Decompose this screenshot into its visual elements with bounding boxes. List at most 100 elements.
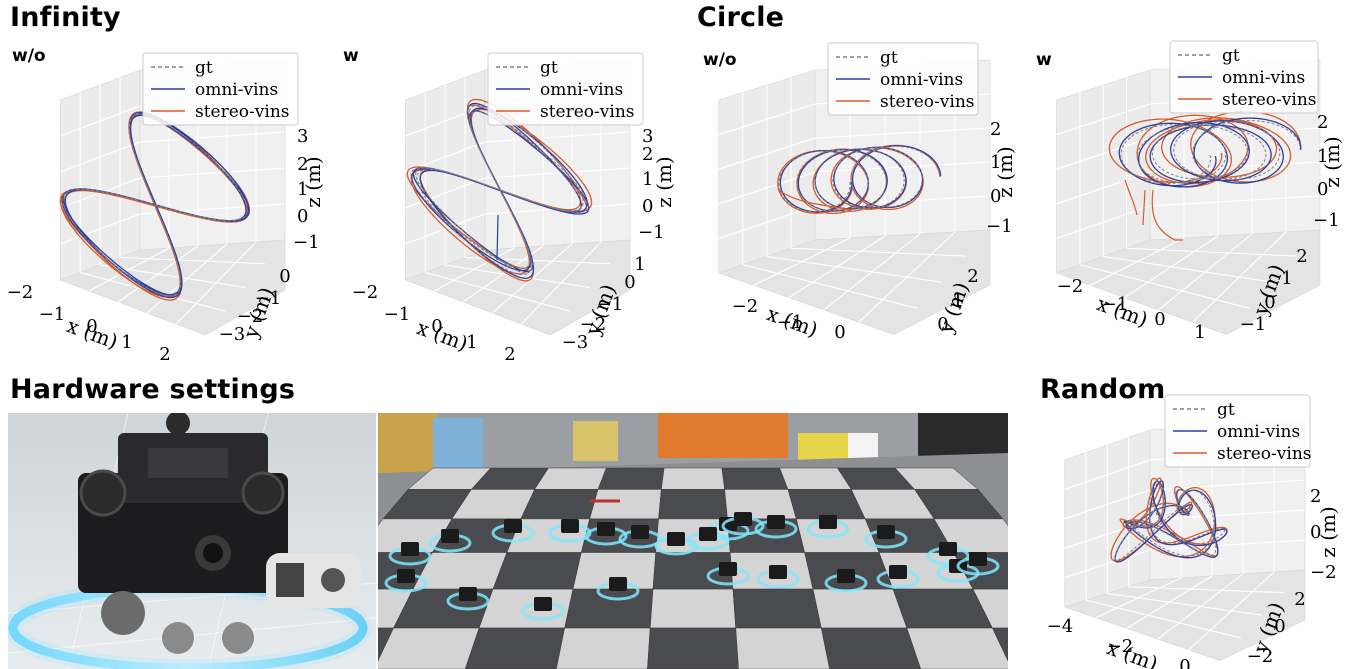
legend-box (1164, 394, 1311, 468)
x-tick: −1 (39, 304, 66, 325)
legend-label-gt: gt (540, 58, 558, 78)
y-tick: 0 (1264, 292, 1275, 313)
y-tick: 2 (1294, 589, 1305, 610)
drone-body (609, 577, 627, 591)
circle-wo-label: w/o (703, 50, 737, 70)
grid-line (139, 203, 286, 215)
infinity-wo-label: w/o (12, 46, 46, 66)
z-tick: 0 (642, 196, 653, 217)
x-tick: 0 (1179, 656, 1190, 669)
grid-line (88, 247, 170, 292)
legend-box (487, 52, 644, 126)
grid-line (146, 243, 228, 314)
stereo-vins-line (1124, 179, 1183, 241)
z-tick: 3 (297, 126, 308, 147)
swarm-arena-photo (378, 413, 1008, 669)
legend-label-stereo-vins: stereo-vins (880, 92, 975, 112)
x-tick: −2 (1107, 636, 1134, 657)
z-tick: 1 (1317, 146, 1328, 167)
x-tick: −1 (777, 312, 804, 333)
floor-pane (1063, 569, 1306, 661)
omni-vins-line (496, 214, 499, 261)
x-tick: 0 (1154, 309, 1165, 330)
circle-w-label: w (1036, 50, 1052, 70)
grid-line (117, 245, 199, 303)
drone-body (719, 562, 737, 576)
y-tick: 2 (967, 266, 978, 287)
x-tick: −4 (1047, 616, 1074, 637)
z-tick: 1 (642, 169, 653, 190)
y-tick: −2 (580, 314, 607, 335)
z-tick: 2 (297, 154, 308, 175)
z-tick: 0 (297, 206, 308, 227)
grid-line (1149, 539, 1306, 551)
grid-line (484, 131, 631, 143)
stereo-vins-line (1110, 477, 1228, 562)
gt-line (410, 104, 590, 276)
grid-line (1158, 233, 1253, 311)
z-tick: 2 (642, 144, 653, 165)
drone-body (819, 515, 837, 529)
x-axis-label: x (m) (764, 301, 821, 341)
gt-line (778, 145, 941, 213)
floor-tile (464, 627, 565, 669)
drone-body (401, 542, 419, 556)
z-tick: 2 (1310, 486, 1321, 507)
legend-label-stereo-vins: stereo-vins (540, 102, 635, 122)
x-tick: 0 (86, 316, 97, 337)
drone-body (667, 532, 685, 546)
x-tick: 0 (834, 322, 845, 343)
grid-line (1149, 509, 1306, 521)
drone-body (459, 587, 477, 601)
grid-line (425, 271, 571, 312)
y-tick: 0 (1274, 616, 1285, 637)
legend-label-gt: gt (1217, 400, 1235, 420)
infinity-w-label: w (343, 46, 359, 66)
grid-line (1079, 264, 1251, 309)
z-tick: −1 (986, 216, 1013, 237)
drone-photo (8, 413, 376, 669)
z-tick: 1 (990, 152, 1001, 173)
drone-body (939, 542, 957, 556)
grid-line (1149, 127, 1321, 139)
legend-label-omni-vins: omni-vins (195, 80, 278, 100)
gt-line (62, 113, 248, 297)
grid-line (1188, 571, 1275, 651)
grid-line (520, 241, 602, 325)
omni-vins-line (1114, 480, 1228, 563)
infinity-title: Infinity (10, 2, 121, 33)
x-tick: 1 (121, 332, 132, 353)
drone-body (837, 569, 855, 583)
drone-body (397, 569, 415, 583)
floor-tile (812, 588, 908, 629)
grid-line (139, 167, 286, 179)
x-tick: 0 (431, 316, 442, 337)
legend-box (1169, 40, 1319, 114)
floor-pane (1055, 229, 1321, 335)
grid-line (858, 231, 956, 323)
floor-tile (492, 552, 582, 590)
x-tick: −2 (1057, 276, 1084, 297)
floor-tile (732, 588, 822, 629)
legend-label-gt: gt (195, 58, 213, 78)
floor-tile (658, 489, 728, 520)
grid-line (1157, 573, 1244, 640)
z-axis-label: z (m) (301, 156, 325, 207)
grid-line (742, 264, 918, 309)
grid-line (1149, 479, 1306, 491)
floor-tile (972, 588, 1008, 629)
grid-line (139, 131, 286, 143)
z-axis-label: z (m) (993, 146, 1017, 197)
grid-line (814, 127, 991, 139)
z-tick: 1 (297, 179, 308, 200)
floor-tile (520, 489, 599, 520)
z-tick: −2 (1310, 562, 1337, 583)
y-tick: 1 (1281, 268, 1292, 289)
y-tick: −1 (255, 288, 282, 309)
z-axis-label: z (m) (1320, 136, 1344, 187)
grid-line (1107, 592, 1263, 616)
grid-line (1095, 577, 1182, 619)
x-tick: 2 (159, 344, 170, 365)
floor-tile (478, 588, 574, 629)
floor-tile (564, 588, 654, 629)
